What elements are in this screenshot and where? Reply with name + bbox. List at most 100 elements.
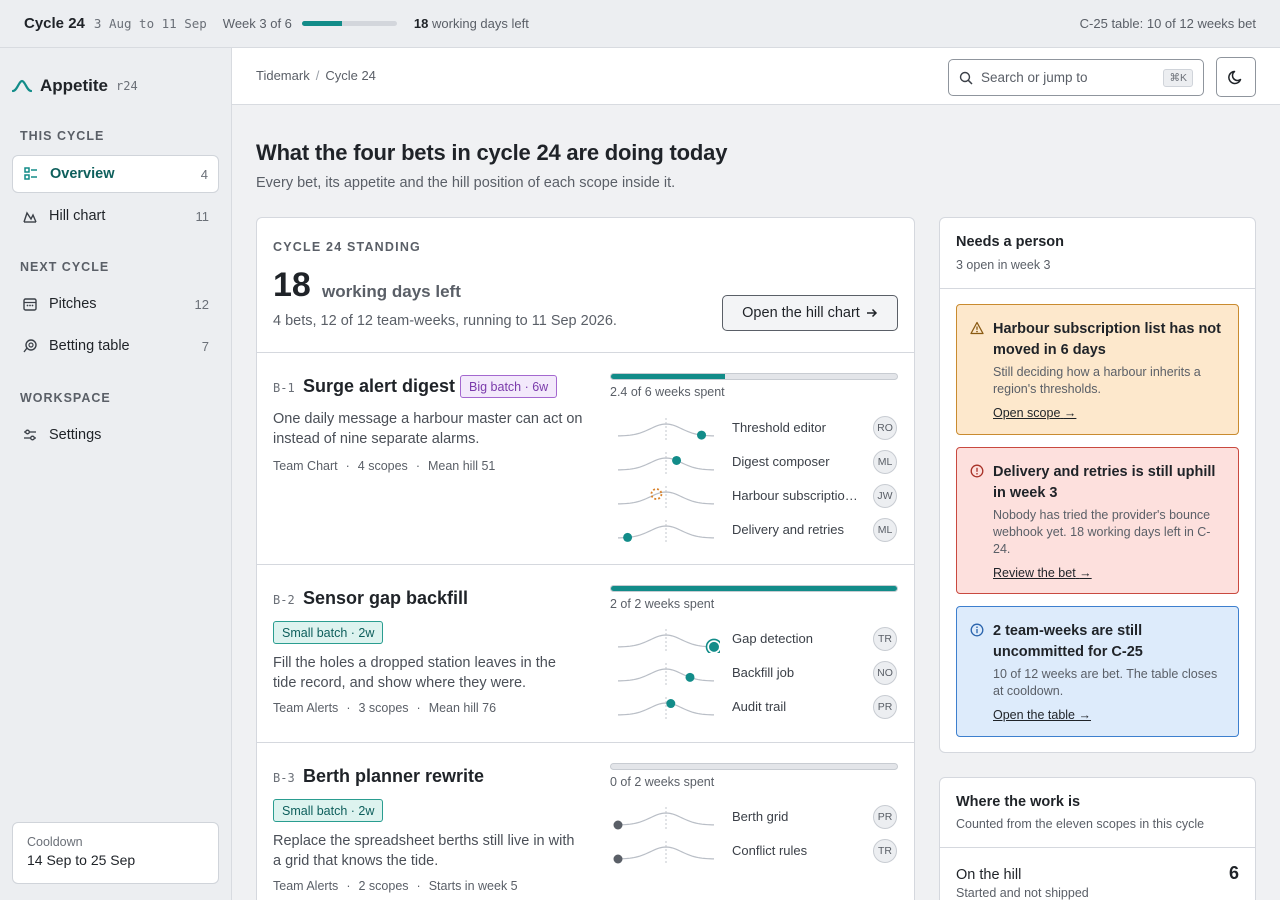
scope-row[interactable]: Threshold editor RO bbox=[610, 414, 898, 442]
bet-meta: Team Chart · 4 scopes · Mean hill 51 bbox=[273, 459, 495, 473]
where-the-work-is-panel: Where the work is Counted from the eleve… bbox=[939, 777, 1256, 900]
cycle-status-bar: Cycle 24 3 Aug to 11 Sep Week 3 of 6 18 … bbox=[0, 0, 1280, 48]
scope-stuck-dot bbox=[650, 488, 663, 500]
brand-name: Appetite bbox=[40, 76, 108, 95]
bet-title[interactable]: Surge alert digest bbox=[303, 376, 456, 396]
breadcrumb-separator: / bbox=[315, 68, 320, 83]
nav-section-this-cycle: THIS CYCLE bbox=[20, 129, 105, 143]
bet-team: Team Alerts bbox=[273, 879, 339, 893]
sidebar-item-label: Settings bbox=[49, 427, 102, 443]
weeks-spent-fill bbox=[611, 374, 726, 379]
sidebar-item-hill-chart[interactable]: Hill chart 11 bbox=[12, 197, 219, 235]
weeks-spent-fill bbox=[611, 586, 897, 591]
scope-name: Threshold editor bbox=[732, 420, 826, 435]
brand[interactable]: Appetite r24 bbox=[12, 76, 138, 96]
week-progress-fill bbox=[301, 21, 342, 26]
bet-scope-count: 4 scopes bbox=[357, 459, 408, 473]
needs-a-person-panel: Needs a person 3 open in week 3 Harbour … bbox=[939, 217, 1256, 753]
standing-days-number: 18 bbox=[273, 266, 311, 304]
review-bet-link[interactable]: Review the bet → bbox=[993, 566, 1092, 580]
sidebar-item-pitches[interactable]: Pitches 12 bbox=[12, 285, 219, 323]
cooldown-card: Cooldown 14 Sep to 25 Sep bbox=[12, 822, 219, 884]
hill-position-mini bbox=[617, 663, 715, 685]
arrow-right-icon: → bbox=[1079, 566, 1092, 580]
scope-row[interactable]: Berth grid PR bbox=[610, 803, 898, 831]
meta-separator: · bbox=[345, 459, 350, 473]
weeks-spent-text: 2 of 2 weeks spent bbox=[610, 597, 715, 611]
scope-position-dot bbox=[697, 430, 707, 440]
days-left: 18 working days left bbox=[414, 16, 529, 31]
week-progress-bar bbox=[301, 21, 397, 26]
warning-icon bbox=[970, 321, 984, 335]
work-title: Where the work is bbox=[956, 794, 1081, 810]
hill-position-mini bbox=[613, 841, 715, 864]
cycle-name: Cycle 24 bbox=[24, 15, 85, 32]
alert-stalled-scope: Harbour subscription list has not moved … bbox=[956, 304, 1239, 435]
cooldown-label: Cooldown bbox=[27, 835, 83, 849]
bet-row[interactable]: B-1 Surge alert digest Big batch · 6w On… bbox=[257, 353, 914, 565]
bet-row[interactable]: B-2 Sensor gap backfill Small batch · 2w… bbox=[257, 565, 914, 743]
open-scope-link[interactable]: Open scope → bbox=[993, 406, 1076, 420]
sidebar-item-betting-table[interactable]: Betting table 7 bbox=[12, 327, 219, 365]
breadcrumb: Tidemark / Cycle 24 bbox=[256, 68, 376, 83]
sidebar-item-count: 7 bbox=[201, 338, 209, 354]
scope-name: Berth grid bbox=[732, 809, 789, 824]
theme-toggle-button[interactable] bbox=[1216, 57, 1256, 97]
work-header: Where the work is Counted from the eleve… bbox=[940, 778, 1255, 848]
avatar: RO bbox=[873, 416, 897, 440]
cycle-dates: 3 Aug to 11 Sep bbox=[93, 16, 207, 31]
breadcrumb-workspace[interactable]: Tidemark bbox=[256, 68, 310, 83]
weeks-spent-text: 0 of 2 weeks spent bbox=[610, 775, 715, 789]
bet-row[interactable]: B-3 Berth planner rewrite Small batch · … bbox=[257, 743, 914, 900]
link-label: Open scope bbox=[993, 406, 1061, 420]
hill-position-mini bbox=[617, 629, 720, 653]
page-subtitle: Every bet, its appetite and the hill pos… bbox=[256, 175, 676, 191]
work-subtitle: Counted from the eleven scopes in this c… bbox=[956, 817, 1205, 831]
sidebar-item-count: 4 bbox=[200, 166, 208, 182]
cycle-standing-card: CYCLE 24 STANDING 18 working days left 4… bbox=[256, 217, 915, 900]
cycle-week: Week 3 of 6 bbox=[222, 16, 292, 31]
bet-meta: Team Alerts · 2 scopes · Starts in week 5 bbox=[273, 879, 518, 893]
scope-position-dot bbox=[613, 854, 623, 864]
open-hill-chart-button[interactable]: Open the hill chart bbox=[722, 295, 898, 331]
scope-row[interactable]: Harbour subscription list JW bbox=[610, 482, 898, 510]
breadcrumb-cycle[interactable]: Cycle 24 bbox=[325, 68, 376, 83]
bet-scope-count: 3 scopes bbox=[358, 701, 409, 715]
next-table-status: C-25 table: 10 of 12 weeks bet bbox=[1079, 16, 1256, 31]
alert-title: Delivery and retries is still uphill in … bbox=[993, 464, 1216, 501]
scope-position-dot bbox=[666, 699, 676, 709]
main-header: Tidemark / Cycle 24 Search or jump to ⌘K bbox=[232, 48, 1280, 105]
scope-row[interactable]: Digest composer ML bbox=[610, 448, 898, 476]
scope-row[interactable]: Backfill job NO bbox=[610, 659, 898, 687]
weeks-spent-text: 2.4 of 6 weeks spent bbox=[610, 385, 725, 399]
bet-description: Fill the holes a dropped station leaves … bbox=[273, 655, 556, 691]
sidebar-item-settings[interactable]: Settings bbox=[12, 416, 219, 454]
scope-row[interactable]: Conflict rules TR bbox=[610, 837, 898, 865]
bet-description: One daily message a harbour master can a… bbox=[273, 411, 583, 447]
weeks-spent-bar bbox=[610, 373, 898, 380]
sidebar: Appetite r24 THIS CYCLE Overview 4 Hill … bbox=[0, 48, 232, 900]
avatar: TR bbox=[873, 839, 897, 863]
sidebar-item-count: 11 bbox=[195, 208, 210, 224]
nav-section-workspace: WORKSPACE bbox=[20, 391, 111, 405]
scope-position-dot bbox=[623, 532, 633, 542]
overview-icon bbox=[23, 166, 39, 182]
meta-separator: · bbox=[416, 701, 421, 715]
alert-body: Still deciding how a harbour inherits a … bbox=[993, 365, 1201, 396]
moon-icon bbox=[1228, 70, 1242, 85]
scope-row[interactable]: Gap detection TR bbox=[610, 625, 898, 653]
bet-title[interactable]: Sensor gap backfill bbox=[303, 588, 469, 608]
bet-title[interactable]: Berth planner rewrite bbox=[303, 766, 485, 786]
scope-row[interactable]: Audit trail PR bbox=[610, 693, 898, 721]
search-shortcut: ⌘K bbox=[1163, 68, 1193, 87]
scope-row[interactable]: Delivery and retries ML bbox=[610, 516, 898, 544]
bet-code: B-1 bbox=[273, 381, 295, 395]
work-row-label: On the hill bbox=[956, 867, 1022, 883]
info-icon bbox=[970, 623, 984, 637]
open-table-link[interactable]: Open the table → bbox=[993, 708, 1091, 722]
avatar: ML bbox=[873, 518, 897, 542]
needs-title: Needs a person bbox=[956, 234, 1064, 250]
sidebar-item-overview[interactable]: Overview 4 bbox=[12, 155, 219, 193]
needs-subtitle: 3 open in week 3 bbox=[956, 258, 1051, 272]
search-input[interactable]: Search or jump to ⌘K bbox=[948, 59, 1204, 96]
